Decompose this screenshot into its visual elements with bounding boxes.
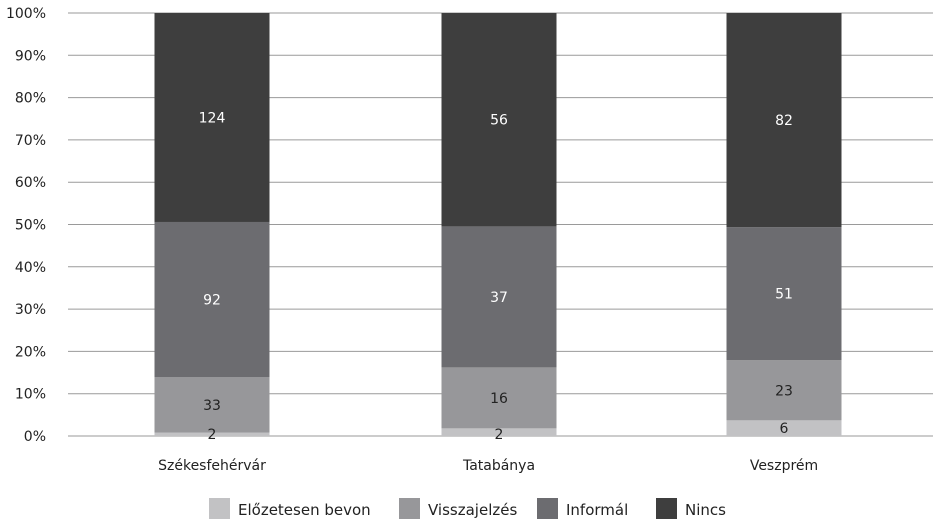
legend-label: Visszajelzés bbox=[428, 501, 517, 519]
y-tick-label: 20% bbox=[15, 344, 46, 360]
data-label: 33 bbox=[203, 398, 221, 414]
data-label: 37 bbox=[490, 290, 508, 306]
bar-segment bbox=[726, 227, 842, 361]
legend: Előzetesen bevon Visszajelzés Informál Ninc… bbox=[209, 498, 726, 519]
bar-segment bbox=[441, 367, 557, 429]
data-label: 2 bbox=[208, 427, 217, 443]
y-tick-label: 70% bbox=[15, 133, 46, 149]
data-label: 82 bbox=[775, 113, 793, 129]
y-tick-label: 10% bbox=[15, 387, 46, 403]
data-label: 2 bbox=[495, 427, 504, 443]
data-label: 124 bbox=[199, 110, 226, 126]
y-axis-tick-labels: 0% 10% 20% 30% 40% 50% 60% 70% 80% 90% 100% bbox=[6, 6, 46, 445]
legend-swatch bbox=[537, 498, 558, 519]
category-label: Veszprém bbox=[750, 458, 818, 474]
y-tick-label: 40% bbox=[15, 260, 46, 276]
y-tick-label: 30% bbox=[15, 302, 46, 318]
data-label: 16 bbox=[490, 391, 508, 407]
bar-segment bbox=[154, 221, 270, 378]
data-labels: 2 33 92 124 2 16 37 56 6 23 51 82 bbox=[199, 110, 793, 443]
bar-segment bbox=[441, 226, 557, 368]
data-label: 6 bbox=[780, 421, 789, 437]
bar-segment bbox=[154, 432, 270, 436]
category-label: Tatabánya bbox=[462, 458, 535, 474]
y-tick-label: 90% bbox=[15, 48, 46, 64]
bar-stacks bbox=[154, 13, 842, 436]
y-tick-label: 60% bbox=[15, 175, 46, 191]
category-label: Székesfehérvár bbox=[158, 458, 266, 474]
data-label: 56 bbox=[490, 113, 508, 129]
legend-swatch bbox=[399, 498, 420, 519]
bar-segment bbox=[726, 420, 842, 436]
y-tick-label: 0% bbox=[24, 429, 46, 445]
data-label: 23 bbox=[775, 383, 793, 399]
x-axis-category-labels: Székesfehérvár Tatabánya Veszprém bbox=[158, 458, 818, 474]
bar-segment bbox=[441, 428, 557, 436]
legend-label: Előzetesen bevon bbox=[238, 501, 371, 519]
data-label: 92 bbox=[203, 292, 221, 308]
bar-segment bbox=[726, 13, 842, 228]
y-tick-label: 80% bbox=[15, 91, 46, 107]
bar-segment bbox=[441, 13, 557, 227]
bar-segment bbox=[726, 360, 842, 421]
bar-segment bbox=[154, 13, 270, 222]
data-label: 51 bbox=[775, 287, 793, 303]
y-tick-label: 100% bbox=[6, 6, 46, 22]
legend-swatch bbox=[656, 498, 677, 519]
legend-label: Informál bbox=[566, 501, 628, 519]
legend-label: Nincs bbox=[685, 501, 726, 519]
y-tick-label: 50% bbox=[15, 218, 46, 234]
bar-segment bbox=[154, 377, 270, 433]
legend-swatch bbox=[209, 498, 230, 519]
